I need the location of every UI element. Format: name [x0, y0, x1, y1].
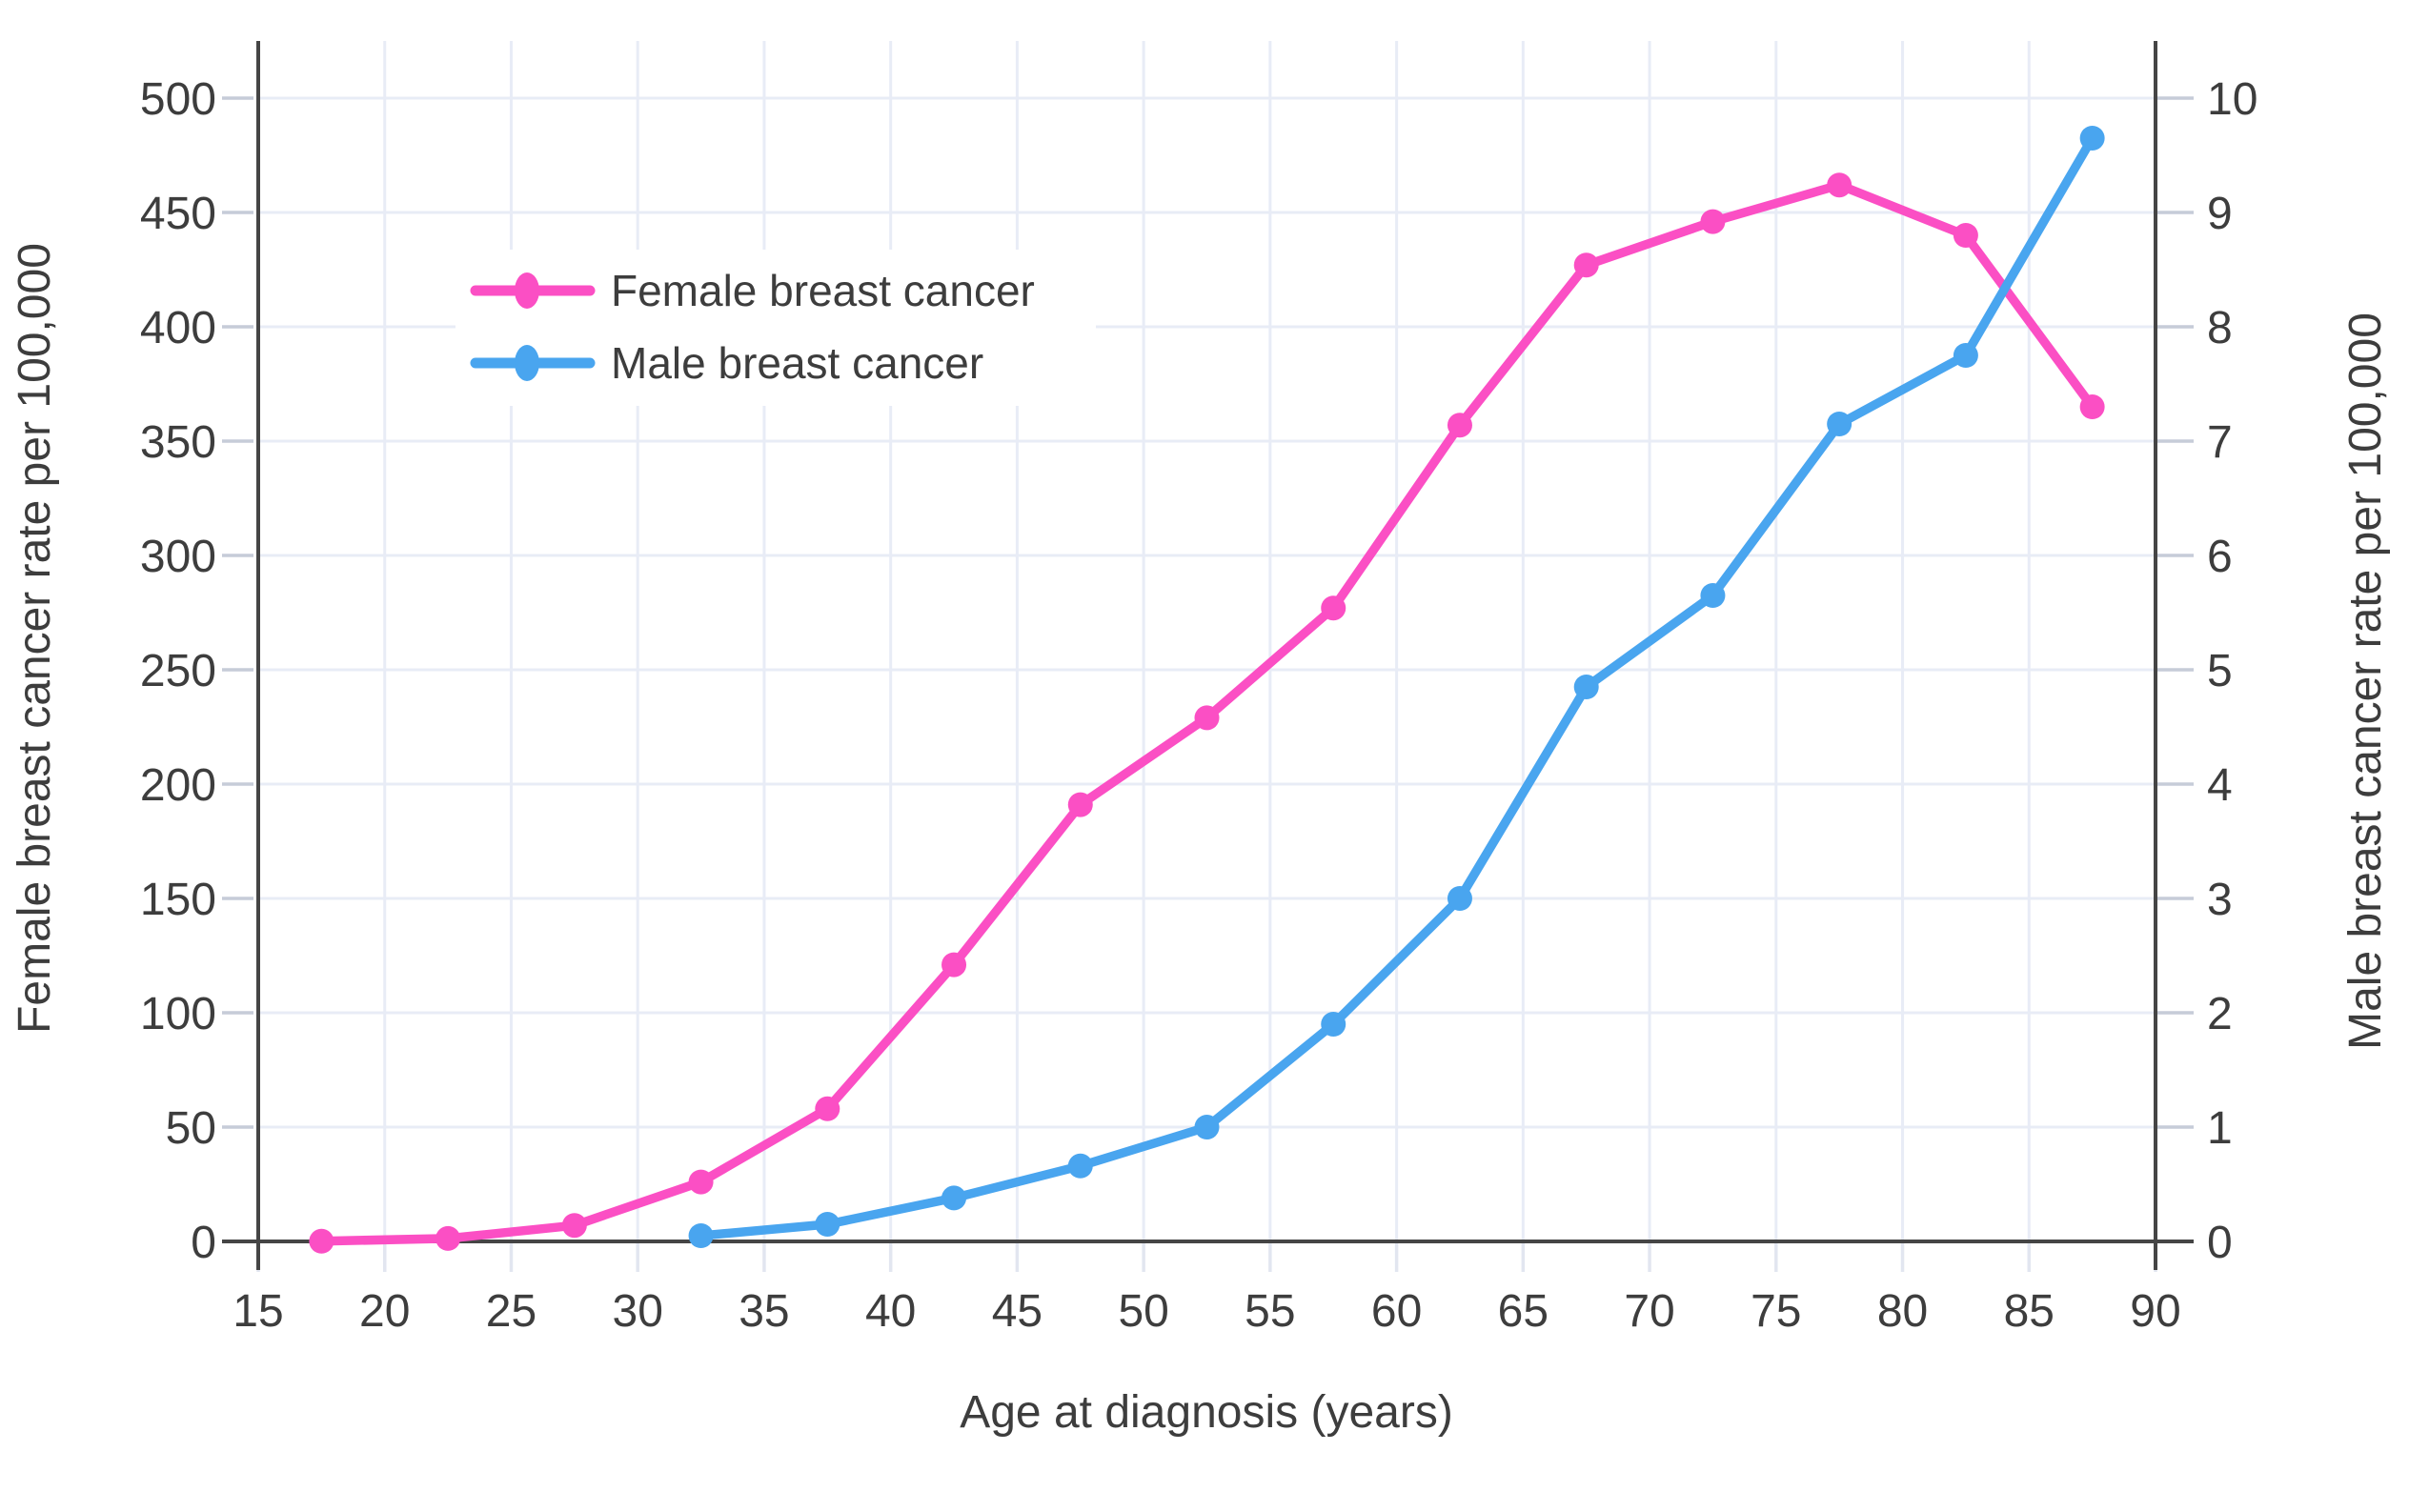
female-data-point-marker	[1194, 705, 1220, 731]
x-axis-title: Age at diagnosis (years)	[960, 1387, 1453, 1438]
female-data-point-marker	[1321, 595, 1346, 621]
male-data-point-marker	[1321, 1012, 1346, 1037]
male-data-point-marker	[1067, 1153, 1093, 1179]
male-data-point-marker	[815, 1212, 840, 1237]
male-data-point-marker	[2079, 126, 2105, 151]
right-y-tick-label: 2	[2207, 989, 2233, 1039]
legend: Female breast cancer Male breast cancer	[455, 250, 1096, 406]
female-legend-marker	[515, 272, 539, 309]
x-tick-label: 45	[992, 1286, 1043, 1337]
legend-item-male: Male breast cancer	[470, 338, 983, 388]
x-tick-label: 40	[865, 1286, 916, 1337]
female-data-point-marker	[1447, 413, 1472, 438]
x-tick-label: 55	[1245, 1286, 1295, 1337]
female-legend-label: Female breast cancer	[611, 266, 1035, 315]
left-y-axis-title: Female breast cancer rate per 100,000	[10, 243, 60, 1034]
male-data-point-marker	[1953, 343, 1978, 368]
female-data-point-marker	[2079, 394, 2105, 419]
female-data-point-marker	[941, 952, 967, 978]
tick-labels: 0501001502002503003504004505000123456789…	[140, 74, 2257, 1337]
female-data-point-marker	[1700, 209, 1726, 234]
left-y-tick-label: 50	[166, 1103, 216, 1154]
x-tick-label: 70	[1624, 1286, 1674, 1337]
legend-background	[455, 250, 1096, 406]
female-data-point-marker	[1573, 252, 1599, 278]
x-tick-label: 25	[486, 1286, 536, 1337]
female-data-point-marker	[435, 1225, 461, 1251]
left-y-tick-label: 500	[140, 74, 216, 125]
x-tick-label: 90	[2130, 1286, 2180, 1337]
right-y-tick-label: 6	[2207, 532, 2233, 582]
right-y-tick-label: 0	[2207, 1218, 2233, 1268]
right-y-tick-label: 8	[2207, 303, 2233, 353]
right-y-tick-label: 7	[2207, 417, 2233, 468]
male-series	[688, 126, 2105, 1248]
left-y-tick-label: 0	[191, 1218, 216, 1268]
left-y-tick-label: 300	[140, 532, 216, 582]
gridlines	[258, 41, 2156, 1241]
female-data-point-marker	[561, 1213, 587, 1239]
female-data-point-marker	[1067, 792, 1093, 817]
x-tick-label: 15	[233, 1286, 283, 1337]
axis-lines	[222, 41, 2194, 1270]
left-y-tick-label: 100	[140, 989, 216, 1039]
female-data-point-marker	[1953, 223, 1978, 248]
male-data-point-marker	[1573, 675, 1599, 699]
data-series	[309, 126, 2105, 1254]
male-data-point-marker	[1194, 1115, 1220, 1139]
x-tick-label: 50	[1118, 1286, 1168, 1337]
male-line	[696, 133, 2097, 1240]
left-y-tick-label: 200	[140, 760, 216, 811]
right-y-tick-label: 3	[2207, 875, 2233, 925]
right-y-tick-label: 9	[2207, 189, 2233, 239]
female-data-point-marker	[688, 1169, 714, 1195]
x-tick-label: 75	[1751, 1286, 1801, 1337]
x-tick-label: 85	[2004, 1286, 2055, 1337]
male-data-point-marker	[688, 1223, 714, 1248]
left-y-tick-label: 400	[140, 303, 216, 353]
male-legend-marker	[515, 345, 539, 381]
male-data-point-marker	[1827, 412, 1852, 436]
left-y-tick-label: 450	[140, 189, 216, 239]
male-data-point-marker	[941, 1185, 967, 1211]
x-tick-label: 20	[359, 1286, 410, 1337]
male-data-point-marker	[1700, 583, 1726, 608]
left-y-tick-label: 150	[140, 875, 216, 925]
male-data-point-marker	[1447, 886, 1472, 911]
right-y-tick-label: 10	[2207, 74, 2257, 125]
male-legend-label: Male breast cancer	[611, 338, 983, 388]
x-tick-label: 65	[1498, 1286, 1549, 1337]
x-tick-label: 35	[739, 1286, 789, 1337]
x-tick-label: 60	[1371, 1286, 1422, 1337]
female-data-point-marker	[1827, 172, 1852, 198]
x-tick-label: 80	[1877, 1286, 1928, 1337]
right-y-axis-title: Male breast cancer rate per 100,000	[2340, 312, 2391, 1050]
right-y-tick-label: 1	[2207, 1103, 2233, 1154]
x-tick-label: 30	[613, 1286, 663, 1337]
female-data-point-marker	[815, 1096, 840, 1121]
right-y-tick-label: 4	[2207, 760, 2233, 811]
legend-item-female: Female breast cancer	[470, 266, 1035, 315]
left-y-tick-label: 250	[140, 646, 216, 696]
female-data-point-marker	[309, 1228, 334, 1254]
right-y-tick-label: 5	[2207, 646, 2233, 696]
left-y-tick-label: 350	[140, 417, 216, 468]
female-series	[309, 172, 2105, 1254]
